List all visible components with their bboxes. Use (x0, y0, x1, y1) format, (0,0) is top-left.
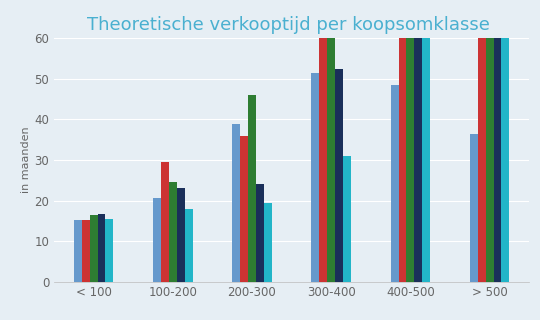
Bar (98, 213, 105, 282)
Bar (407, 38, 414, 282)
Bar (327, 38, 335, 282)
Bar (399, 38, 407, 282)
Bar (161, 162, 169, 282)
Bar (105, 219, 113, 282)
Bar (502, 38, 509, 282)
Bar (390, 85, 399, 282)
Bar (343, 156, 351, 282)
Bar (478, 38, 485, 282)
Bar (485, 38, 494, 282)
Bar (335, 69, 343, 282)
Bar (82, 220, 90, 282)
Bar (90, 215, 98, 282)
Bar (470, 134, 478, 282)
Bar (264, 203, 272, 282)
Bar (153, 198, 161, 282)
Bar (422, 38, 430, 282)
Bar (169, 182, 177, 282)
Y-axis label: in maanden: in maanden (22, 127, 31, 193)
Text: Theoretische verkooptijd per koopsomklasse: Theoretische verkooptijd per koopsomklas… (87, 16, 490, 34)
Bar (494, 38, 502, 282)
Bar (312, 73, 319, 282)
Bar (232, 124, 240, 282)
Bar (414, 38, 422, 282)
Bar (177, 188, 185, 282)
Bar (248, 95, 256, 282)
Bar (319, 38, 327, 282)
Bar (256, 184, 264, 282)
Bar (240, 136, 248, 282)
Bar (74, 220, 82, 282)
Bar (185, 209, 193, 282)
